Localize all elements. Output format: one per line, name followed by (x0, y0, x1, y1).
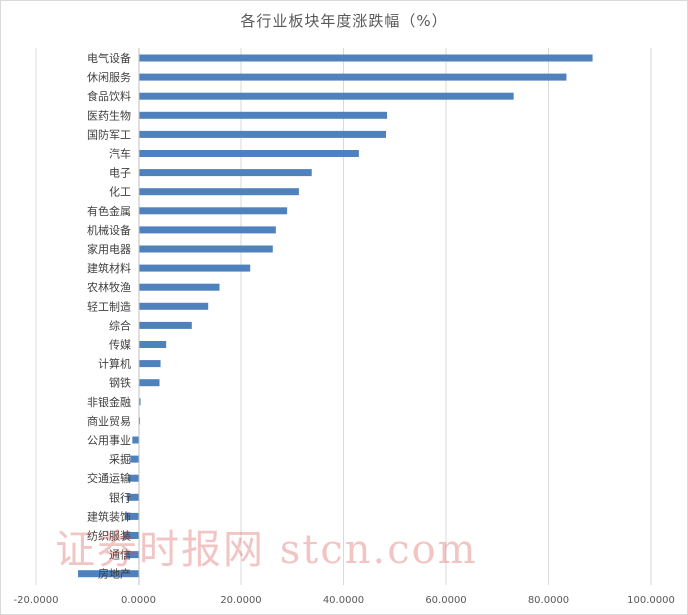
bar (138, 130, 387, 138)
category-label: 化工 (109, 185, 131, 199)
bar (138, 92, 514, 100)
bar (138, 341, 167, 348)
category-label: 通信 (109, 549, 131, 562)
category-label: 国防军工 (87, 127, 131, 141)
category-label: 食品饮料 (87, 89, 131, 103)
category-label: 交通运输 (87, 471, 131, 485)
bar (138, 264, 251, 272)
bar (138, 188, 299, 196)
category-label: 纺织服装 (87, 529, 131, 543)
bar (132, 436, 139, 444)
bars (78, 48, 593, 585)
category-label: 公用事业 (87, 434, 131, 447)
category-label: 非银金融 (87, 395, 131, 409)
bar (138, 321, 192, 329)
bar (138, 398, 141, 406)
category-label: 机械设备 (87, 223, 131, 237)
category-label: 医药生物 (87, 108, 131, 122)
category-label: 有色金属 (87, 204, 131, 218)
bar (138, 73, 567, 81)
category-label: 采掘 (109, 452, 131, 466)
x-tick-label: 0.0000 (121, 595, 156, 606)
bar (138, 54, 593, 62)
category-label: 钢铁 (109, 377, 131, 390)
bar (126, 493, 139, 501)
bar (138, 150, 359, 157)
category-label: 银行 (109, 490, 131, 504)
x-tick-labels: -20.0000 0.0000 20.0000 40.0000 60.0000 80.00… (14, 595, 675, 606)
category-label: 房地产 (98, 567, 131, 581)
category-label: 轻工制造 (87, 299, 131, 313)
category-label: 综合 (109, 318, 131, 332)
category-label: 建筑材料 (87, 261, 131, 275)
bar (138, 207, 288, 215)
category-labels: 电气设备休闲服务食品饮料医药生物国防军工汽车电子化工有色金属机械设备家用电器建筑… (87, 51, 131, 581)
bar (138, 283, 220, 291)
bar (128, 474, 139, 482)
bar (78, 570, 139, 578)
bar (125, 551, 139, 559)
x-tick-label: 40.0000 (323, 595, 364, 606)
bar (138, 245, 273, 253)
bar (138, 360, 161, 368)
category-label: 电气设备 (87, 51, 131, 65)
bar (138, 379, 160, 387)
watermark: 证券时报网 stcn.com (55, 527, 478, 573)
category-label: 休闲服务 (87, 70, 131, 84)
category-label: 农林牧渔 (87, 280, 131, 294)
category-label: 商业贸易 (87, 414, 131, 428)
x-tick-label: 80.0000 (528, 595, 569, 606)
x-tick-label: 100.0000 (627, 595, 675, 606)
bar (125, 512, 139, 520)
bar (123, 532, 139, 539)
bar (130, 455, 139, 463)
x-tick-label: 60.0000 (425, 595, 466, 606)
bar (138, 302, 209, 310)
category-label: 家用电器 (87, 242, 131, 256)
category-label: 传媒 (109, 339, 131, 352)
x-tick-label: 20.0000 (220, 595, 261, 606)
chart-title: 各行业板块年度涨跌幅（%） (240, 12, 448, 30)
x-tick-label: -20.0000 (14, 595, 59, 606)
bar (138, 111, 388, 119)
category-label: 建筑装饰 (87, 509, 131, 523)
bar (138, 169, 312, 177)
category-label: 计算机 (98, 357, 131, 371)
bar (138, 226, 276, 234)
category-label: 汽车 (109, 147, 131, 161)
category-label: 电子 (109, 167, 131, 180)
